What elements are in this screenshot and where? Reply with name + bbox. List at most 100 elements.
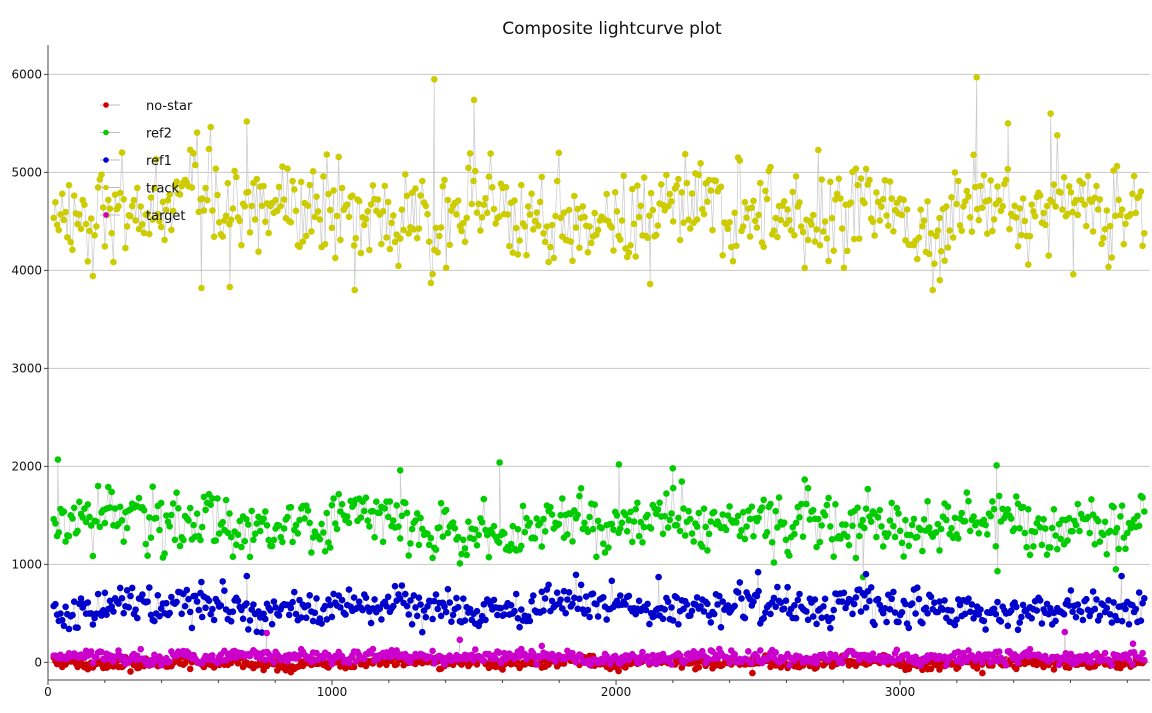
data-point-ref1 [460, 595, 467, 602]
data-point-ref2 [895, 510, 902, 517]
data-point-track [460, 219, 467, 227]
data-point-ref1 [192, 592, 199, 600]
data-point-track [146, 230, 153, 238]
data-point-ref2 [1122, 545, 1129, 553]
data-point-track [200, 207, 208, 214]
data-point-ref2 [413, 510, 421, 517]
legend-item-ref1[interactable]: ref1 [100, 154, 172, 169]
data-point-ref1 [895, 618, 902, 626]
data-point-ref2 [87, 522, 95, 529]
data-point-ref2 [523, 514, 530, 522]
data-point-ref2 [656, 499, 663, 507]
data-point-ref2 [101, 519, 109, 527]
data-point-ref2 [152, 514, 160, 522]
data-point-ref1 [593, 600, 600, 608]
data-point-target [893, 646, 901, 654]
data-point-ref2 [326, 544, 334, 551]
data-point-track [634, 182, 641, 189]
legend-item-no-star[interactable]: no-star [100, 99, 193, 114]
data-point-track [219, 233, 226, 240]
data-point-ref2 [705, 530, 713, 538]
data-point-ref1 [1093, 596, 1100, 603]
data-point-track [398, 206, 406, 213]
data-point-ref2 [854, 504, 861, 512]
data-point-ref2 [238, 543, 245, 551]
data-point-ref1 [306, 592, 314, 599]
data-point-ref2 [1042, 525, 1049, 532]
data-point-ref2 [70, 504, 78, 512]
data-point-track [333, 212, 341, 220]
data-point-track [1065, 183, 1073, 190]
data-point-track [60, 216, 68, 224]
data-point-track [985, 196, 993, 204]
data-point-ref2 [876, 506, 884, 514]
data-point-ref2 [849, 522, 856, 530]
data-point-target [270, 659, 278, 666]
data-point-track [531, 217, 539, 225]
data-point-ref2 [89, 552, 97, 560]
data-point-track [241, 203, 249, 210]
data-point-ref2 [1096, 538, 1104, 545]
data-point-ref2 [369, 507, 377, 515]
data-point-ref1 [267, 607, 274, 614]
data-point-target [639, 648, 646, 656]
data-point-ref2 [569, 538, 576, 545]
legend-item-track[interactable]: track [100, 182, 180, 197]
data-point-ref1 [866, 597, 873, 605]
data-point-ref1 [432, 591, 440, 598]
data-point-ref1 [480, 601, 488, 608]
data-point-track [332, 254, 339, 262]
data-point-ref1 [908, 600, 916, 607]
data-point-track [530, 226, 537, 233]
legend-item-ref2[interactable]: ref2 [100, 127, 172, 142]
data-point-ref2 [673, 521, 680, 529]
data-point-track [168, 226, 175, 234]
data-point-ref1 [413, 612, 421, 620]
data-point-track [1115, 196, 1122, 204]
data-point-ref2 [236, 517, 243, 525]
data-point-track [478, 214, 486, 221]
data-point-target [1002, 662, 1010, 669]
data-point-track [62, 208, 69, 216]
data-point-ref1 [84, 599, 92, 606]
data-point-track [649, 206, 657, 214]
data-point-track [629, 185, 636, 193]
data-point-ref2 [62, 538, 69, 545]
data-point-ref1 [707, 619, 715, 626]
data-point-ref2 [586, 513, 593, 521]
data-point-track [1057, 189, 1064, 196]
data-point-ref1 [915, 595, 923, 603]
data-point-ref2 [1088, 496, 1095, 503]
data-point-ref2 [856, 532, 863, 540]
data-point-target [635, 659, 643, 667]
data-point-ref2 [190, 521, 197, 529]
data-point-ref1 [1072, 613, 1080, 621]
data-point-target [110, 658, 117, 665]
data-point-track [207, 123, 214, 131]
data-point-target [263, 629, 271, 637]
data-point-track [140, 229, 148, 237]
data-point-ref2 [456, 560, 464, 567]
data-point-ref2 [627, 508, 634, 516]
data-point-track [202, 184, 209, 192]
data-point-ref2 [886, 517, 894, 524]
data-point-target [209, 652, 216, 659]
data-point-ref1 [253, 628, 261, 636]
data-point-ref2 [540, 515, 547, 523]
data-point-ref2 [1064, 537, 1071, 544]
data-point-ref2 [287, 503, 295, 511]
data-point-track [588, 239, 595, 247]
data-point-ref2 [526, 519, 534, 527]
legend[interactable]: no-star ref2 ref1 track target [100, 99, 193, 224]
data-point-track [929, 286, 936, 294]
data-point-track [274, 207, 281, 215]
data-point-track [468, 200, 476, 208]
data-point-ref1 [127, 592, 134, 600]
data-point-ref1 [70, 598, 78, 605]
data-point-ref2 [52, 520, 59, 527]
data-point-ref1 [828, 614, 836, 622]
data-point-ref1 [1069, 608, 1076, 615]
data-point-track [379, 208, 387, 215]
data-point-ref2 [248, 507, 255, 515]
legend-item-target[interactable]: target [100, 209, 186, 224]
